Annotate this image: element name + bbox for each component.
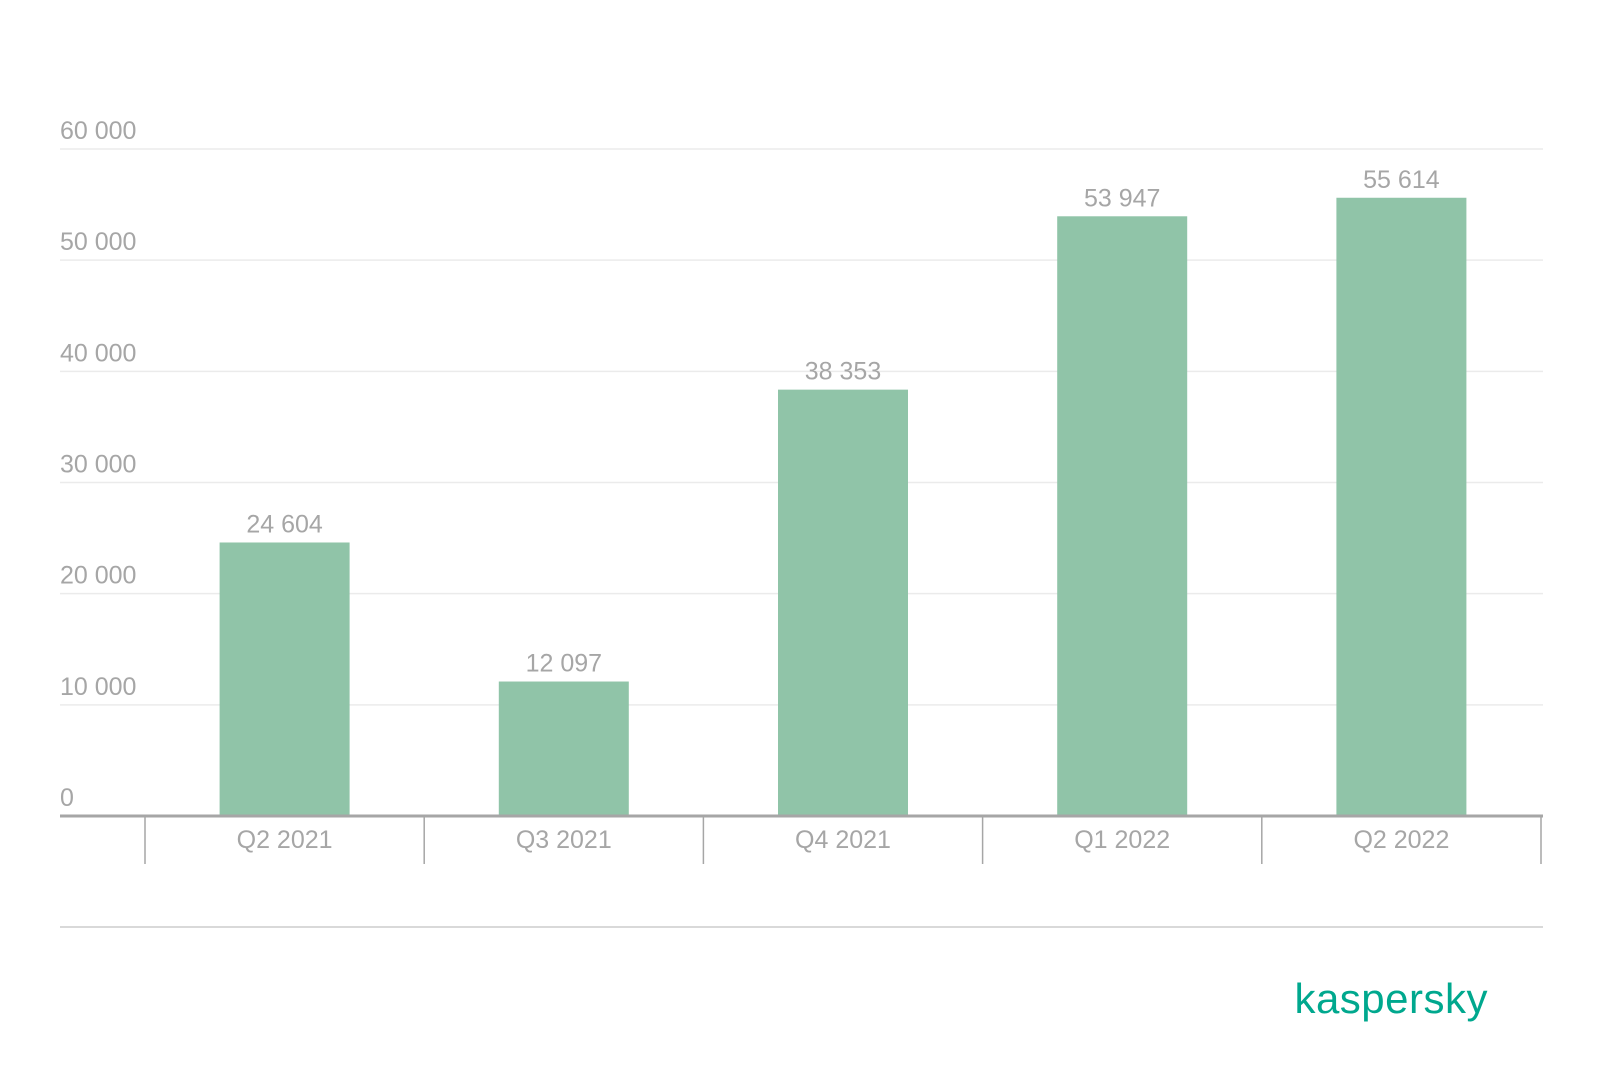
y-tick-label: 30 000 <box>60 451 136 479</box>
data-labels: 24 604 12 097 38 353 53 947 55 614 <box>246 166 1439 678</box>
bar <box>778 389 908 816</box>
bar <box>1336 197 1467 817</box>
bar <box>1057 216 1188 816</box>
x-category-label: Q3 2021 <box>516 826 612 854</box>
y-tick-label: 20 000 <box>60 562 136 590</box>
y-tick-label: 10 000 <box>60 673 136 701</box>
category-dividers <box>144 816 1542 864</box>
x-axis-category-labels: Q2 2021 Q3 2021 Q4 2021 Q1 2022 Q2 2022 <box>237 826 1450 854</box>
x-category-label: Q1 2022 <box>1074 826 1170 854</box>
y-tick-label: 60 000 <box>60 117 136 145</box>
data-label: 12 097 <box>526 650 602 678</box>
x-category-label: Q2 2021 <box>237 826 333 854</box>
x-category-label: Q4 2021 <box>795 826 891 854</box>
kaspersky-logo: kaspersky <box>1294 975 1488 1022</box>
x-category-label: Q2 2022 <box>1353 826 1449 854</box>
data-label: 24 604 <box>246 510 323 538</box>
bar <box>498 681 629 816</box>
bar <box>219 542 350 816</box>
bars <box>219 197 1467 817</box>
data-label: 53 947 <box>1084 184 1160 212</box>
y-tick-label: 40 000 <box>60 339 136 367</box>
y-tick-label: 0 <box>60 784 74 812</box>
y-tick-label: 50 000 <box>60 228 136 256</box>
y-axis-tick-labels: 0 10 000 20 000 30 000 40 000 50 000 60 000 <box>60 117 136 812</box>
data-label: 38 353 <box>805 358 881 386</box>
data-label: 55 614 <box>1363 166 1440 194</box>
